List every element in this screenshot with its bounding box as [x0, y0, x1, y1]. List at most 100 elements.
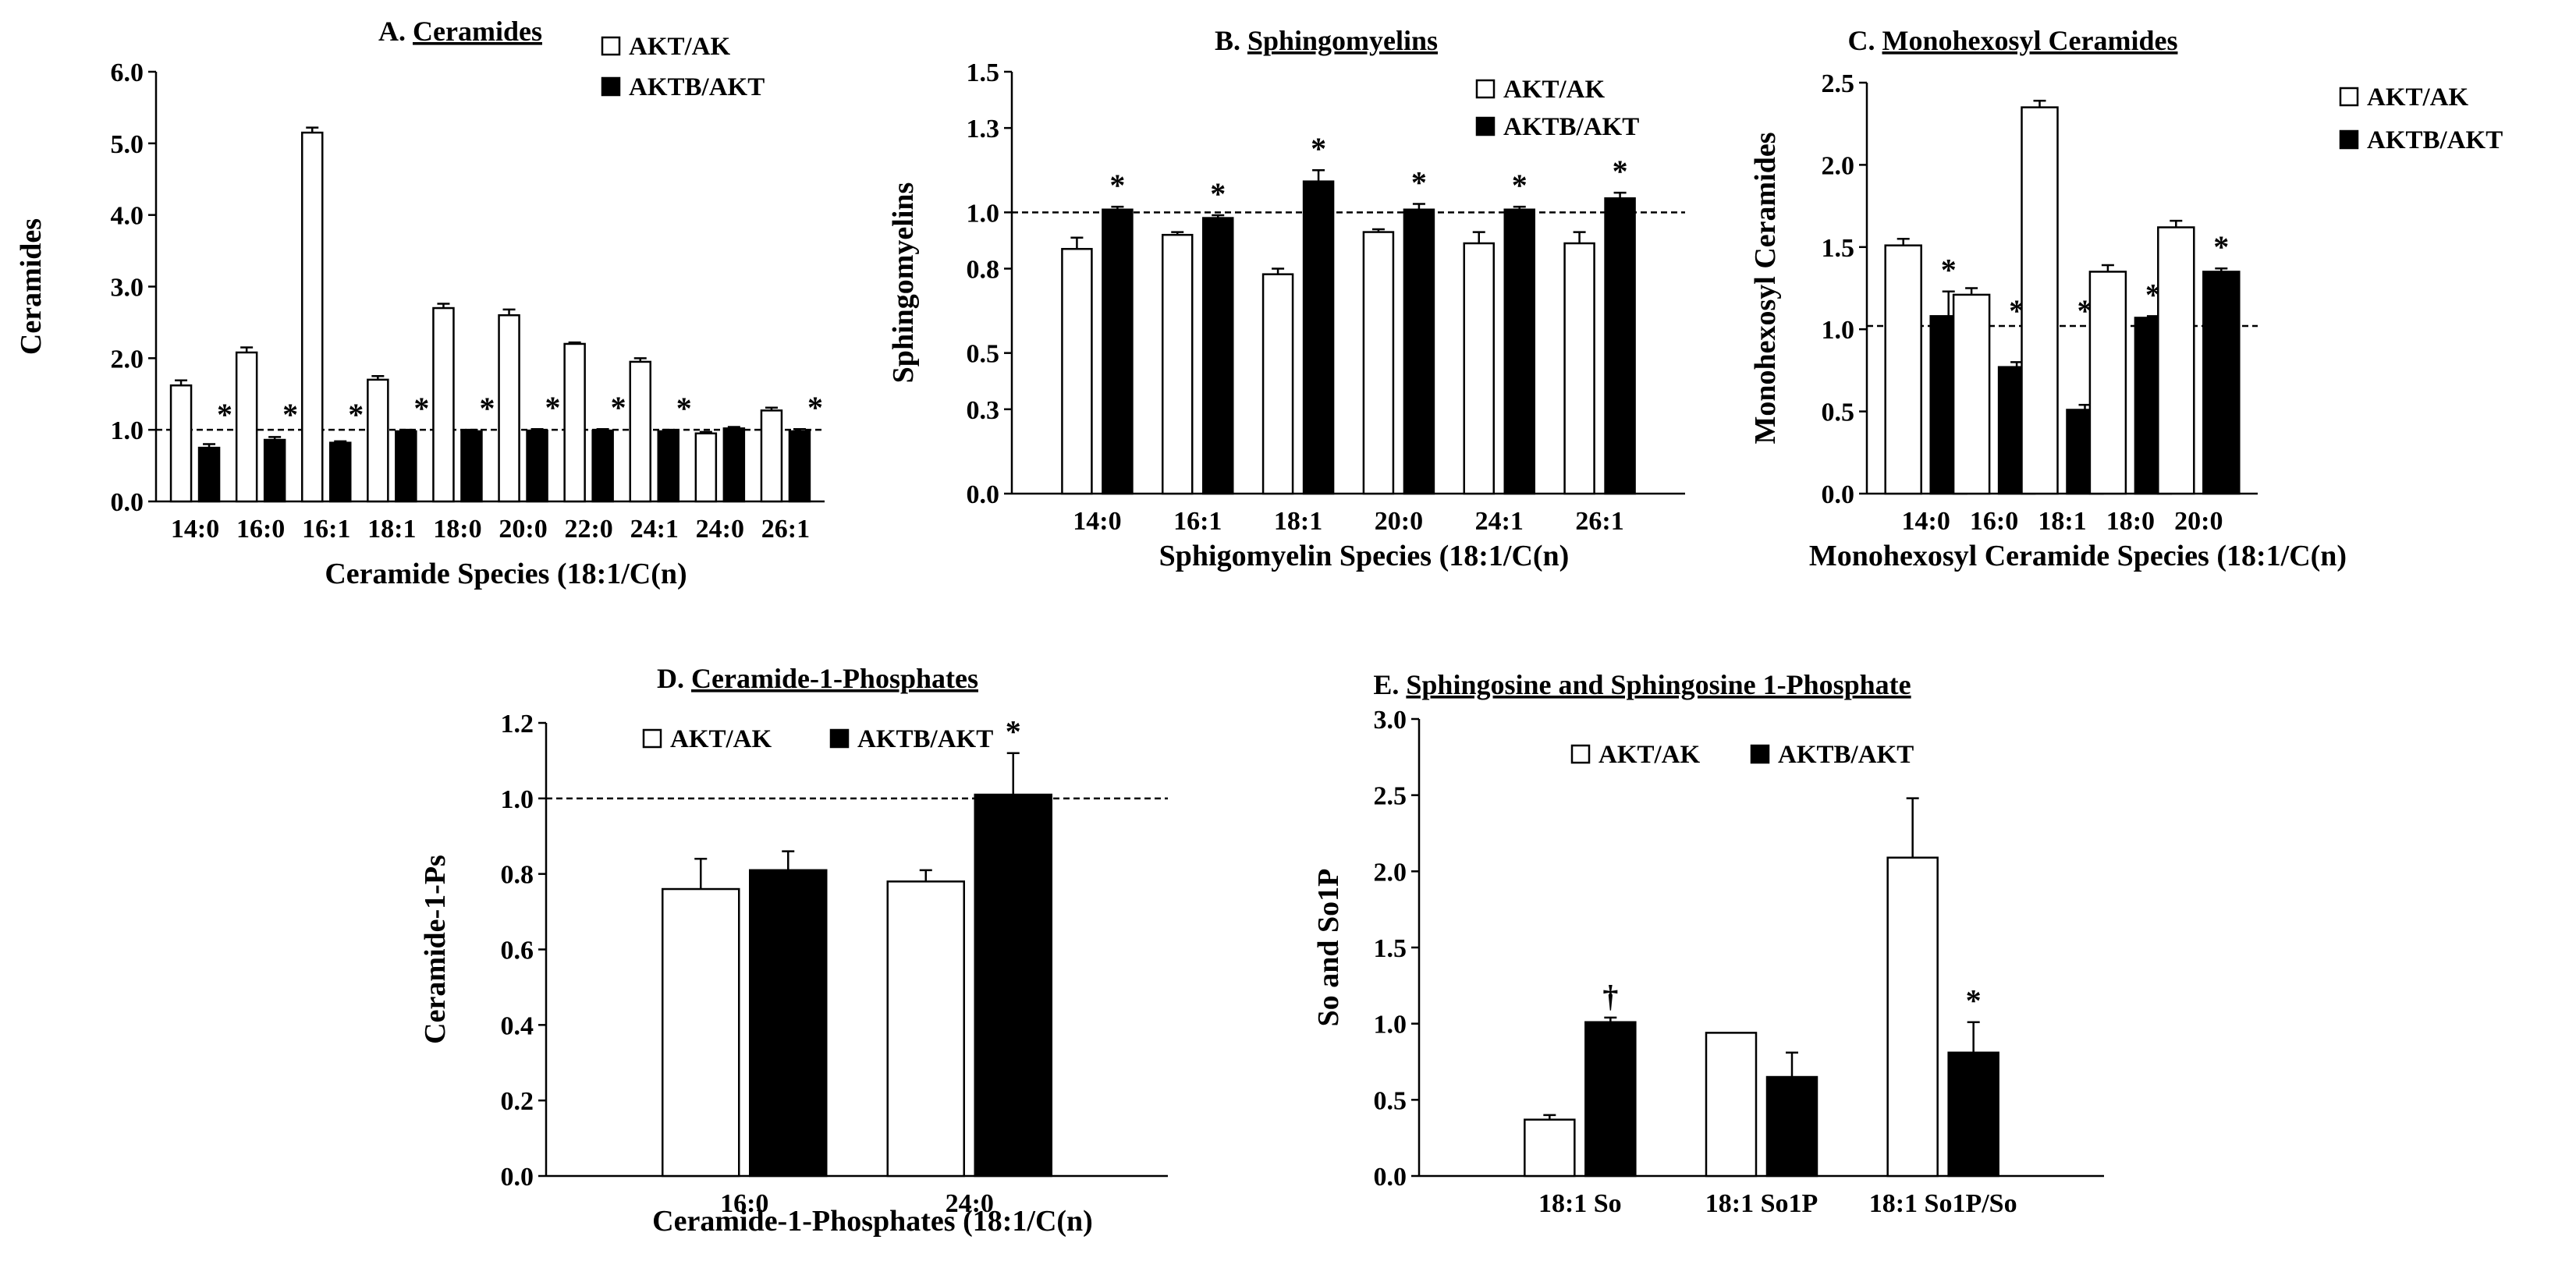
- bar-akt-ak: [1261, 273, 1294, 495]
- y-tick-label: 0.4: [501, 1011, 534, 1040]
- x-tick-label: 26:1: [1575, 507, 1623, 536]
- legend: AKT/AK AKTB/AKT: [642, 725, 993, 753]
- x-tick-label: 18:1 So: [1538, 1189, 1622, 1218]
- bar-akt-ak: [563, 342, 586, 503]
- bar-akt-ak: [432, 306, 455, 503]
- legend-label: AKT/AK: [1503, 76, 1606, 104]
- legend-label: AKT/AK: [670, 725, 772, 753]
- bar-aktb-akt: [2202, 271, 2241, 495]
- y-axis-label: Ceramides: [15, 218, 48, 355]
- y-tick-label: 2.0: [1374, 858, 1407, 887]
- x-tick-label: 18:0: [2106, 507, 2155, 536]
- legend-label: AKTB/AKT: [2367, 126, 2503, 154]
- y-tick-label: 4.0: [111, 202, 144, 231]
- y-tick-label: 0.0: [501, 1163, 534, 1192]
- legend-swatch-aktb-akt: [1750, 744, 1770, 764]
- y-tick-label: 0.6: [501, 937, 534, 965]
- chart-title-prefix: D.: [657, 663, 691, 694]
- x-tick-label: 18:0: [433, 515, 481, 544]
- significance-marker: *: [479, 391, 495, 426]
- chart-title: B. Sphingomyelins: [1215, 25, 1438, 56]
- y-tick-label: 1.0: [501, 785, 534, 814]
- x-tick-label: 24:0: [696, 515, 744, 544]
- chart-title-text: Ceramide-1-Phosphates: [691, 663, 978, 694]
- chart-title-text: Sphingosine and Sphingosine 1-Phosphate: [1406, 669, 1911, 700]
- legend: AKT/AK AKTB/AKT: [601, 33, 765, 101]
- significance-marker: *: [1411, 165, 1427, 200]
- y-axis-label: So and So1P: [1312, 869, 1345, 1027]
- y-tick-label: 1.5: [1822, 234, 1855, 263]
- significance-marker: *: [1941, 253, 1957, 288]
- y-tick-label: 1.3: [967, 115, 1000, 143]
- bar-akt-ak: [886, 880, 965, 1178]
- bar-aktb-akt: [1947, 1051, 1999, 1178]
- significance-marker: †: [1602, 979, 1618, 1014]
- bar-aktb-akt: [395, 430, 417, 503]
- chart-panel-c: C. Monohexosyl Ceramides 0.0 0.5 1.0 1.5 2.0 2…: [1749, 25, 2503, 572]
- bar-akt-ak: [367, 378, 389, 503]
- y-axis-label: Sphingomyelins: [887, 182, 920, 384]
- x-tick-label: 14:0: [1073, 507, 1121, 536]
- bar-akt-ak: [498, 313, 520, 503]
- significance-marker: *: [1006, 714, 1021, 749]
- legend-label: AKT/AK: [629, 33, 731, 61]
- bar-akt-ak: [235, 351, 258, 503]
- x-tick-label: 16:1: [302, 515, 350, 544]
- bar-akt-ak: [760, 409, 783, 503]
- bar-akt-ak: [1362, 231, 1395, 495]
- chart-title: A. Ceramides: [378, 16, 542, 47]
- bar-aktb-akt: [1102, 208, 1134, 495]
- significance-marker: *: [545, 390, 561, 425]
- y-tick-label: 0.0: [1374, 1163, 1407, 1192]
- significance-marker: *: [2145, 277, 2161, 312]
- bar-akt-ak: [2021, 106, 2059, 495]
- bar-akt-ak: [1463, 242, 1495, 495]
- x-tick-label: 24:1: [630, 515, 679, 544]
- significance-marker: *: [413, 391, 429, 426]
- legend-label: AKTB/AKT: [1503, 113, 1639, 141]
- bar-akt-ak: [1563, 242, 1595, 495]
- y-tick-label: 1.5: [967, 58, 1000, 87]
- x-tick-label: 24:1: [1475, 507, 1524, 536]
- y-tick-label: 1.0: [967, 199, 1000, 228]
- bar-akt-ak: [1884, 244, 1922, 495]
- significance-marker: *: [2213, 229, 2229, 264]
- x-axis-label: Ceramide Species (18:1/C(n): [325, 558, 687, 590]
- y-tick-label: 0.0: [967, 480, 1000, 509]
- chart-title-prefix: A.: [378, 16, 413, 47]
- bar-akt-ak: [1886, 856, 1939, 1178]
- bar-aktb-akt: [1584, 1021, 1637, 1178]
- y-tick-label: 0.0: [1822, 480, 1855, 509]
- y-tick-label: 0.5: [1822, 398, 1855, 427]
- significance-marker: *: [1109, 168, 1125, 203]
- significance-marker: *: [2077, 293, 2093, 328]
- y-axis-label: Ceramide-1-Ps: [419, 855, 452, 1044]
- chart-title-text: Sphingomyelins: [1247, 25, 1438, 56]
- legend-label: AKTB/AKT: [1778, 741, 1914, 769]
- y-tick-label: 2.0: [1822, 151, 1855, 180]
- y-tick-label: 0.0: [111, 488, 144, 517]
- bar-aktb-akt: [749, 869, 828, 1178]
- bar-aktb-akt: [657, 430, 679, 503]
- bar-aktb-akt: [460, 430, 483, 503]
- y-tick-label: 3.0: [111, 274, 144, 303]
- x-tick-label: 20:0: [499, 515, 547, 544]
- significance-marker: *: [807, 390, 823, 425]
- legend-swatch-aktb-akt: [1475, 116, 1496, 136]
- x-tick-label: 16:0: [236, 515, 285, 544]
- significance-marker: *: [1613, 154, 1628, 189]
- x-tick-label: 14:0: [171, 515, 219, 544]
- significance-marker: *: [1210, 176, 1226, 211]
- x-tick-label: 20:0: [2174, 507, 2223, 536]
- bar-aktb-akt: [1403, 208, 1435, 495]
- bar-aktb-akt: [591, 429, 614, 503]
- y-tick-label: 1.0: [111, 416, 144, 445]
- x-tick-label: 20:0: [1375, 507, 1423, 536]
- x-tick-label: 16:1: [1173, 507, 1222, 536]
- bar-akt-ak: [629, 360, 651, 503]
- legend: AKT/AK AKTB/AKT: [2339, 83, 2503, 154]
- y-tick-label: 1.2: [501, 710, 534, 738]
- significance-marker: *: [348, 397, 364, 432]
- bar-aktb-akt: [197, 446, 221, 503]
